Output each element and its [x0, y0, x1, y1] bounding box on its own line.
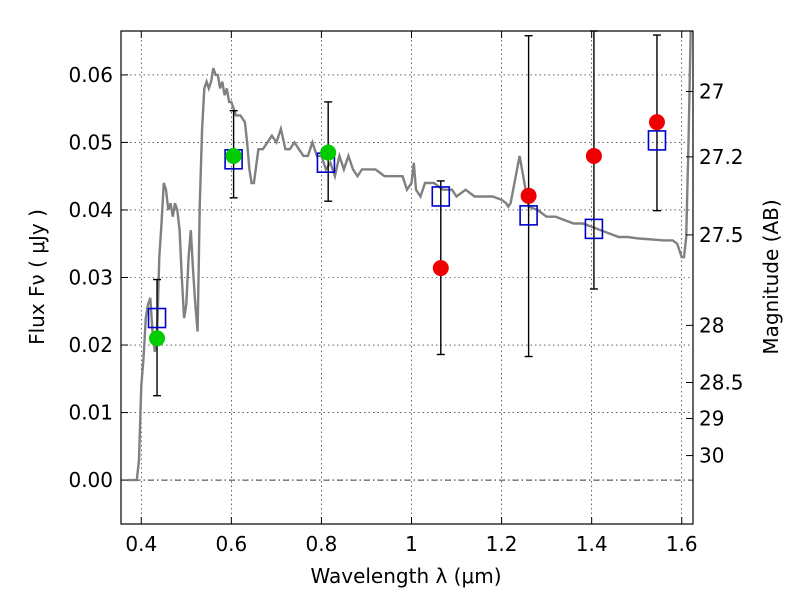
gridlines: [121, 31, 693, 524]
model-photometry-square: [584, 218, 604, 240]
model-sed-line: [127, 30, 692, 482]
measurement-point: [432, 260, 449, 277]
x-tick-label: 1: [405, 532, 418, 556]
model-sed-curve: [127, 30, 692, 482]
x-tick-label: 1.6: [666, 532, 698, 556]
y-tick-label: 0.02: [68, 333, 113, 357]
detection-point: [320, 144, 337, 161]
measurement-point: [648, 114, 665, 131]
y-tick-label: 0.05: [68, 130, 113, 154]
model-photometry-square: [431, 186, 451, 207]
measurement-point: [520, 187, 537, 204]
y-tick-labels: 0.00 0.01 0.02 0.03 0.04 0.05 0.06: [68, 63, 113, 492]
model-photometry-square: [647, 130, 667, 151]
detection-point: [149, 330, 166, 347]
y-tick-label: 0.06: [68, 63, 113, 87]
detection-point: [225, 147, 242, 164]
y-tick-label: 0.01: [68, 401, 113, 425]
error-bars: [153, 30, 661, 397]
right-axis-label: Magnitude (AB): [759, 199, 783, 354]
right-tick-label: 28: [699, 313, 724, 337]
x-axis-label: Wavelength λ (μm): [310, 564, 501, 588]
right-tick-labels: 27 27.2 27.5 28 28.5 29 30: [699, 79, 744, 467]
x-tick-labels: 0.4 0.6 0.8 1 1.2 1.4 1.6: [125, 532, 697, 556]
y-tick-label: 0.03: [68, 266, 113, 290]
y-axis-label: Flux Fν ( μJy ): [25, 209, 49, 345]
y-tick-label: 0.04: [68, 198, 113, 222]
right-tick-label: 29: [699, 407, 724, 431]
axis-ticks: [121, 31, 693, 524]
x-tick-label: 1.2: [486, 532, 518, 556]
right-tick-label: 30: [699, 444, 724, 468]
x-tick-label: 0.6: [215, 532, 247, 556]
model-photometry-square: [147, 307, 167, 329]
right-tick-label: 27.2: [699, 145, 744, 169]
right-tick-label: 27.5: [699, 223, 744, 247]
x-tick-label: 1.4: [576, 532, 608, 556]
right-tick-label: 28.5: [699, 370, 744, 394]
right-tick-label: 27: [699, 79, 724, 103]
measurement-point: [585, 147, 602, 164]
x-tick-label: 0.4: [125, 532, 157, 556]
model-photometry-square: [519, 205, 538, 226]
observed-points: [149, 114, 665, 347]
x-tick-label: 0.8: [306, 532, 338, 556]
y-tick-label: 0.00: [68, 468, 113, 492]
